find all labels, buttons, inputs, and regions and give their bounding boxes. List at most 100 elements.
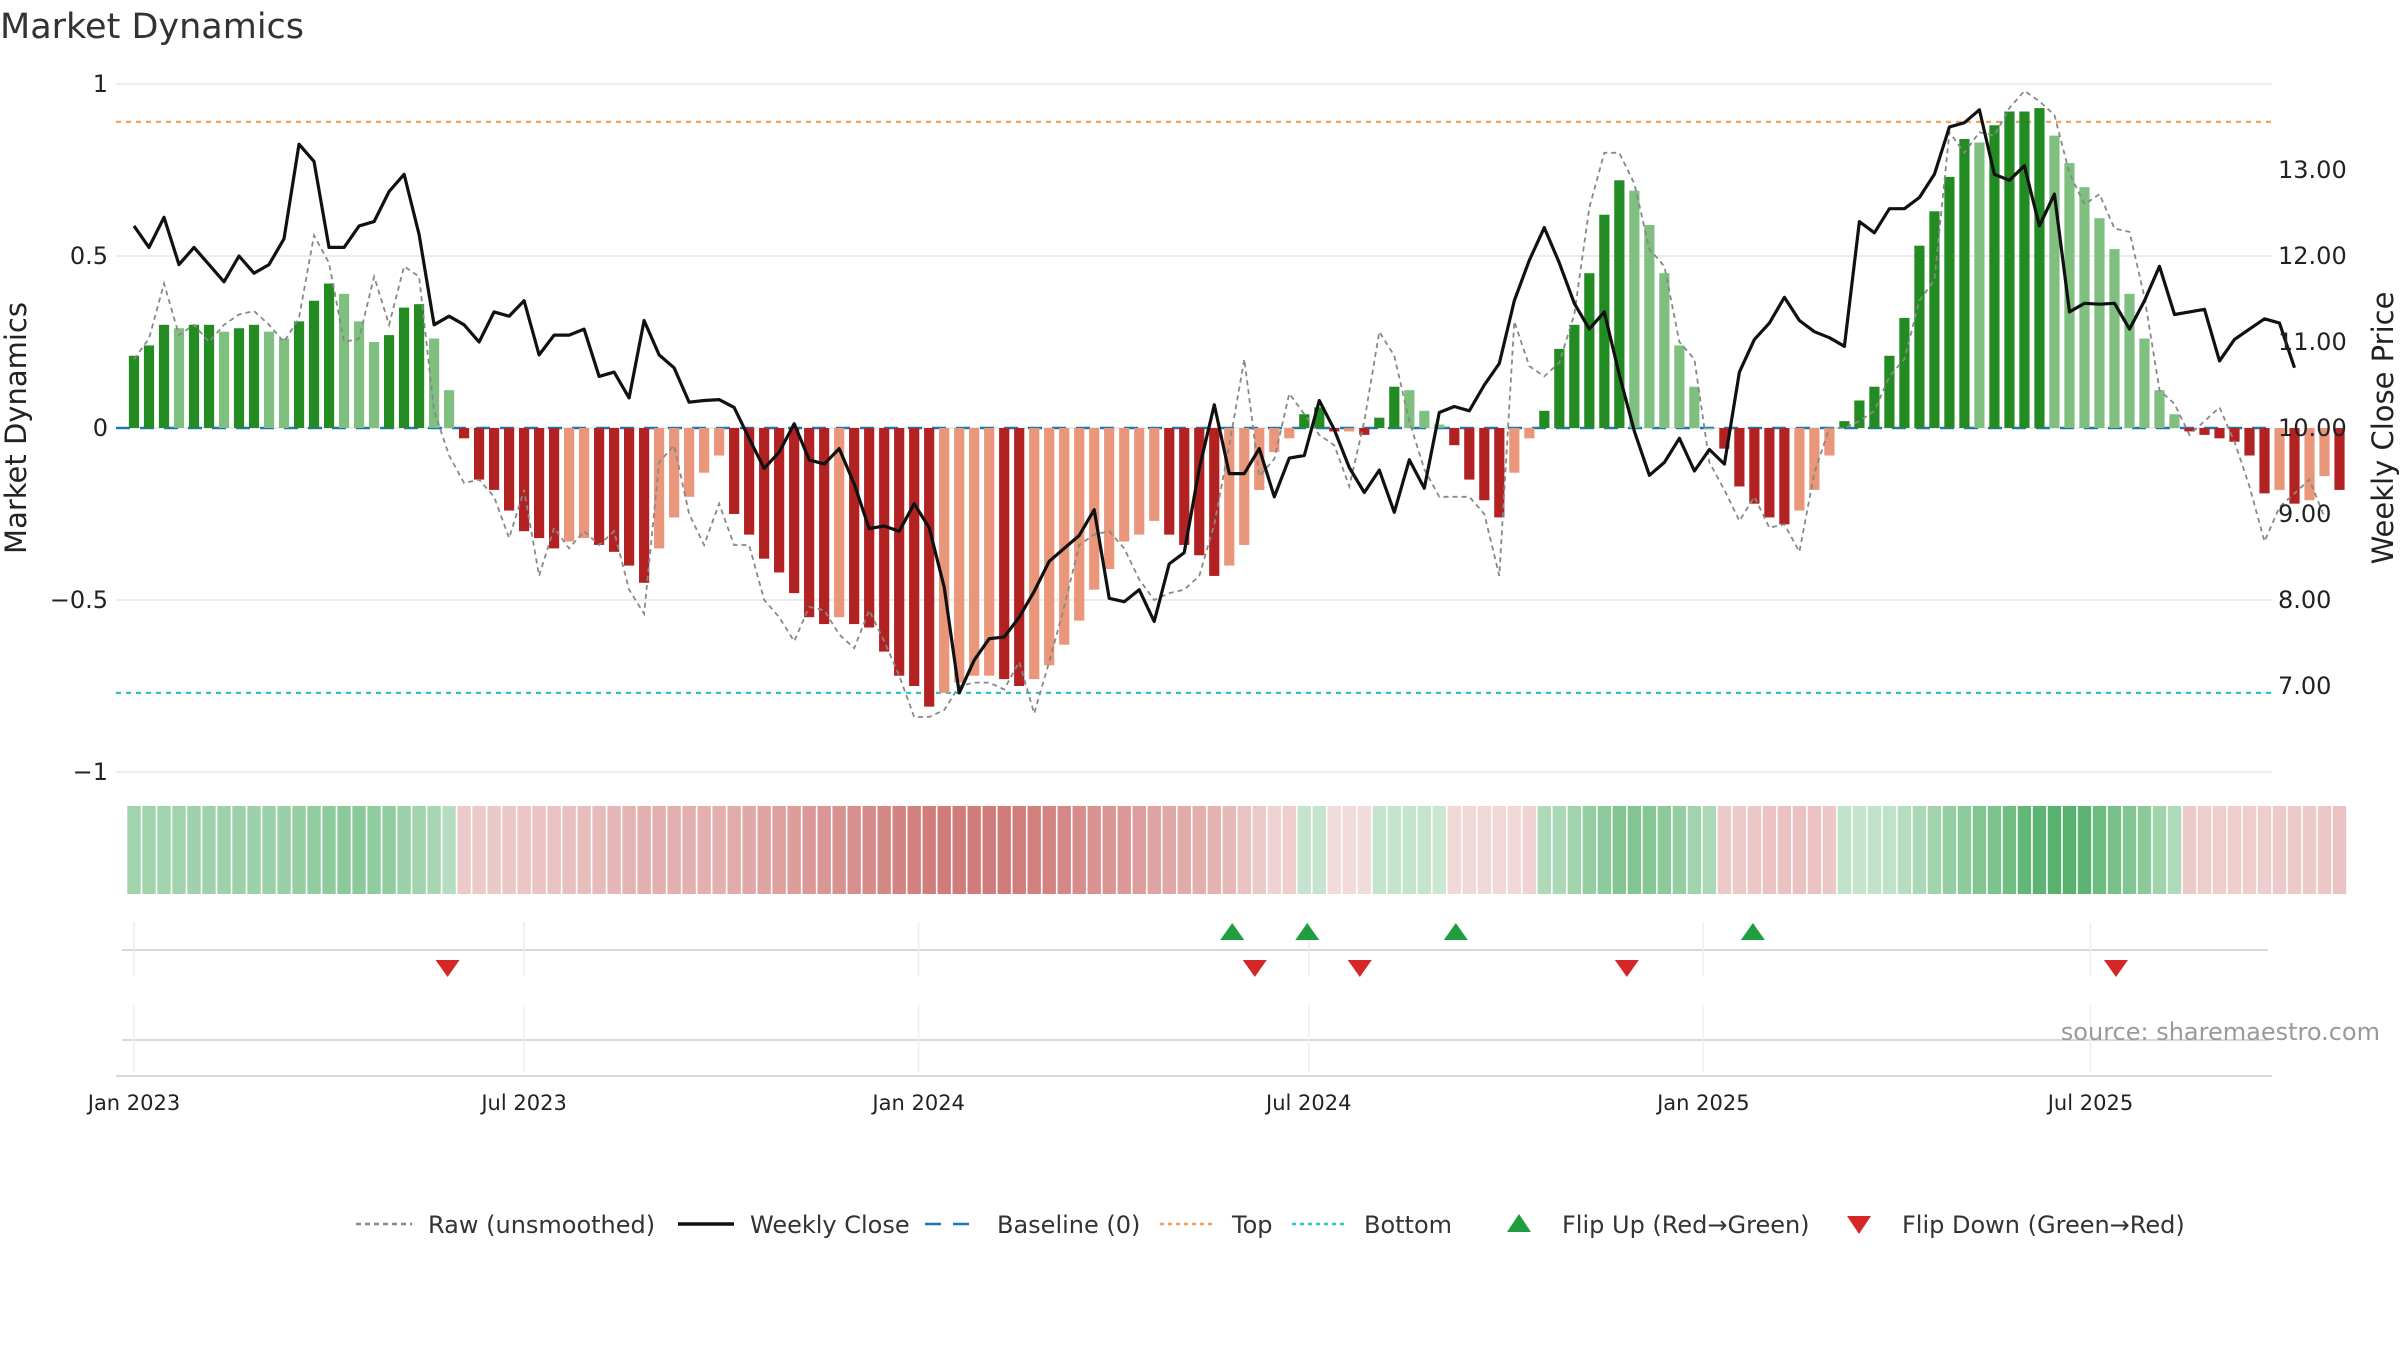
strip-cell xyxy=(2092,806,2107,894)
smoothed-bar xyxy=(233,328,245,428)
strip-cell xyxy=(787,806,801,894)
strip-cell xyxy=(262,806,276,894)
smoothed-bar xyxy=(473,428,485,480)
legend-label: Flip Down (Green→Red) xyxy=(1902,1211,2185,1239)
x-tick-label: Jan 2025 xyxy=(1655,1091,1750,1115)
smoothed-bar xyxy=(1794,428,1805,511)
strip-cell xyxy=(1147,806,1161,894)
legend-label: Flip Up (Red→Green) xyxy=(1562,1211,1810,1239)
strip-cell xyxy=(982,806,996,894)
smoothed-bar xyxy=(1194,428,1205,556)
smoothed-bar xyxy=(1839,421,1850,428)
strip-cell xyxy=(1612,806,1627,894)
strip-cell xyxy=(1102,806,1116,894)
smoothed-bar xyxy=(443,390,455,428)
smoothed-bar xyxy=(1959,139,1970,429)
strip-cell xyxy=(1927,806,1942,894)
strip-cell xyxy=(1672,806,1687,894)
legend-label: Top xyxy=(1231,1211,1273,1239)
raw-line xyxy=(133,89,2326,718)
smoothed-bar xyxy=(533,428,545,539)
smoothed-bar xyxy=(1689,386,1700,428)
smoothed-bar xyxy=(2184,428,2195,432)
strip-cell xyxy=(2287,806,2302,894)
strip-cell xyxy=(1732,806,1747,894)
smoothed-bar xyxy=(759,428,770,559)
smoothed-bar xyxy=(398,307,410,428)
left-tick-label: 1 xyxy=(93,70,108,98)
smoothed-bar xyxy=(699,428,710,473)
strip-cell xyxy=(487,806,501,894)
strip-cell xyxy=(472,806,486,894)
smoothed-bar xyxy=(1734,428,1745,487)
strip-cell xyxy=(862,806,876,894)
smoothed-bar xyxy=(1419,410,1430,428)
strip-cell xyxy=(997,806,1011,894)
smoothed-bar xyxy=(1389,386,1400,428)
right-tick-label: 8.00 xyxy=(2278,586,2331,614)
strip-cell xyxy=(682,806,696,894)
smoothed-bar xyxy=(353,321,365,428)
legend-label: Raw (unsmoothed) xyxy=(428,1211,655,1239)
smoothed-bar xyxy=(1209,428,1220,576)
regime-strip xyxy=(127,806,2347,894)
strip-cell xyxy=(1642,806,1657,894)
flip-down-marker xyxy=(435,960,460,977)
strip-cell xyxy=(2257,806,2272,894)
flip-down-marker xyxy=(1242,960,1267,977)
smoothed-bar xyxy=(263,331,275,428)
smoothed-bar xyxy=(1314,407,1325,428)
strip-cell xyxy=(322,806,336,894)
smoothed-bar xyxy=(128,355,140,428)
smoothed-bar xyxy=(188,324,200,428)
strip-cell xyxy=(157,806,171,894)
smoothed-bar xyxy=(2244,428,2255,456)
smoothed-bar xyxy=(1404,390,1415,428)
smoothed-bar xyxy=(1989,125,2000,428)
strip-cell xyxy=(1912,806,1927,894)
strip-cell xyxy=(1897,806,1912,894)
strip-cell xyxy=(742,806,756,894)
smoothed-bar xyxy=(1869,386,1880,428)
strip-cell xyxy=(1162,806,1176,894)
strip-cell xyxy=(2197,806,2212,894)
strip-cell xyxy=(2077,806,2092,894)
strip-cell xyxy=(712,806,726,894)
smoothed-bar xyxy=(143,345,155,428)
strip-cell xyxy=(517,806,531,894)
strip-cell xyxy=(1867,806,1882,894)
strip-cell xyxy=(1312,806,1326,894)
smoothed-bar xyxy=(488,428,500,490)
smoothed-bar xyxy=(1944,176,1955,428)
strip-cell xyxy=(277,806,291,894)
legend-up-symbol xyxy=(1507,1214,1531,1232)
smoothed-bar xyxy=(248,324,260,428)
smoothed-bar xyxy=(999,428,1010,680)
smoothed-bar xyxy=(1359,428,1370,435)
smoothed-bar xyxy=(1629,190,1640,428)
smoothed-bar xyxy=(323,283,335,428)
strip-cell xyxy=(1957,806,1972,894)
smoothed-bar xyxy=(969,428,980,676)
smoothed-bar xyxy=(2094,218,2105,428)
smoothed-bar xyxy=(428,338,440,428)
strip-cell xyxy=(1777,806,1792,894)
strip-cell xyxy=(2242,806,2257,894)
strip-cell xyxy=(577,806,591,894)
strip-cell xyxy=(967,806,981,894)
smoothed-bar xyxy=(834,428,845,618)
smoothed-bar xyxy=(939,428,950,693)
smoothed-bar xyxy=(804,428,815,618)
strip-cell xyxy=(2302,806,2317,894)
smoothed-bar xyxy=(1854,400,1865,428)
strip-cell xyxy=(1432,806,1447,894)
smoothed-bar xyxy=(293,321,305,428)
smoothed-bar xyxy=(2049,135,2060,428)
legend-down-symbol xyxy=(1847,1216,1871,1234)
strip-cell xyxy=(2332,806,2347,894)
legend-item: Bottom xyxy=(1292,1211,1452,1239)
smoothed-bar xyxy=(1119,428,1130,542)
smoothed-bar xyxy=(1599,214,1610,428)
smoothed-bar xyxy=(744,428,755,535)
